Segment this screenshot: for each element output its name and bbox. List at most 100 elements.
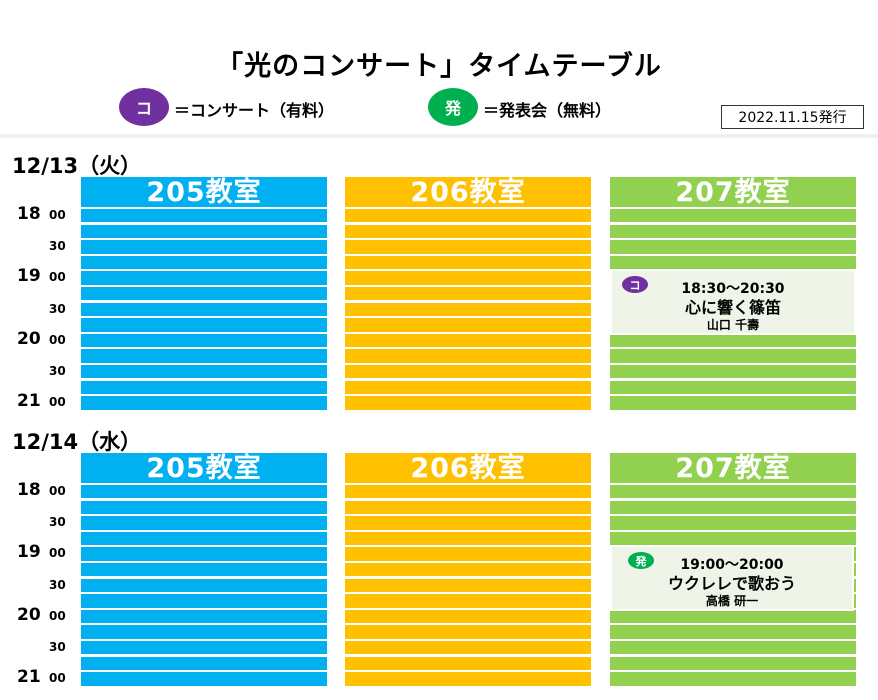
time-slot bbox=[81, 547, 327, 561]
time-slot bbox=[610, 333, 856, 348]
time-slot bbox=[81, 255, 327, 270]
room-header: 207教室 bbox=[610, 453, 856, 484]
time-slot bbox=[345, 302, 591, 316]
time-slot bbox=[610, 209, 856, 223]
time-slot bbox=[81, 609, 327, 624]
minute-label: 30 bbox=[49, 578, 66, 592]
room-header: 205教室 bbox=[81, 177, 327, 208]
time-slot bbox=[345, 563, 591, 577]
time-slot bbox=[610, 365, 856, 379]
time-slot bbox=[345, 672, 591, 686]
hour-label: 21 bbox=[17, 667, 41, 687]
event-card[interactable]: 発 19:00～20:00 ウクレレで歌おう 高橋 研一 bbox=[610, 545, 854, 611]
event-time: 18:30～20:30 bbox=[681, 281, 785, 297]
time-slot bbox=[81, 656, 327, 670]
minute-label: 30 bbox=[49, 515, 66, 529]
time-slot bbox=[81, 224, 327, 238]
time-slot bbox=[81, 349, 327, 363]
time-slot bbox=[345, 641, 591, 655]
time-slot bbox=[81, 380, 327, 394]
time-slot bbox=[345, 578, 591, 592]
time-slot bbox=[81, 531, 327, 546]
time-slot bbox=[345, 240, 591, 254]
time-slot bbox=[345, 609, 591, 624]
time-slot bbox=[345, 349, 591, 363]
time-slot bbox=[81, 500, 327, 514]
hour-label: 21 bbox=[17, 391, 41, 411]
time-slot bbox=[81, 563, 327, 577]
room-header: 206教室 bbox=[345, 453, 591, 484]
time-slot bbox=[345, 500, 591, 514]
time-slot bbox=[345, 365, 591, 379]
room-header: 207教室 bbox=[610, 177, 856, 208]
time-slot bbox=[610, 240, 856, 254]
time-slot bbox=[81, 516, 327, 530]
time-slot bbox=[610, 349, 856, 363]
hour-label: 19 bbox=[17, 542, 41, 562]
time-slot bbox=[345, 516, 591, 530]
time-slot bbox=[81, 578, 327, 592]
minute-label: 00 bbox=[49, 546, 66, 560]
issue-date: 2022.11.15発行 bbox=[721, 105, 864, 129]
minute-label: 00 bbox=[49, 270, 66, 284]
event-card[interactable]: コ 18:30～20:30 心に響く篠笛 山口 千壽 bbox=[610, 269, 856, 335]
hour-label: 20 bbox=[17, 605, 41, 625]
minute-label: 00 bbox=[49, 395, 66, 409]
minute-label: 30 bbox=[49, 302, 66, 316]
time-slot bbox=[81, 365, 327, 379]
minute-label: 00 bbox=[49, 484, 66, 498]
time-slot bbox=[610, 625, 856, 639]
recital-legend-badge: 発 bbox=[428, 88, 478, 126]
time-slot bbox=[610, 656, 856, 670]
time-slot bbox=[81, 209, 327, 223]
time-slot bbox=[610, 609, 856, 624]
minute-label: 00 bbox=[49, 671, 66, 685]
room-206-column: 206教室 bbox=[345, 177, 591, 412]
concert-legend-badge: コ bbox=[119, 88, 169, 126]
time-slot bbox=[345, 255, 591, 270]
concert-badge: コ bbox=[622, 276, 648, 293]
time-slot bbox=[610, 641, 856, 655]
header-divider bbox=[0, 134, 878, 138]
time-slot bbox=[610, 531, 856, 546]
time-slot bbox=[345, 531, 591, 546]
time-slot bbox=[81, 318, 327, 332]
event-performer: 高橋 研一 bbox=[705, 594, 759, 608]
time-slot bbox=[610, 224, 856, 238]
time-slot bbox=[81, 271, 327, 285]
room-header: 205教室 bbox=[81, 453, 327, 484]
page-title: 「光のコンサート」タイムテーブル bbox=[216, 51, 662, 82]
event-time: 19:00～20:00 bbox=[680, 557, 784, 573]
time-slot bbox=[81, 240, 327, 254]
time-slot bbox=[81, 287, 327, 301]
minute-label: 30 bbox=[49, 239, 66, 253]
room-205-column: 205教室 bbox=[81, 177, 327, 412]
day-title: 12/13（火） bbox=[12, 154, 142, 178]
time-slot bbox=[81, 594, 327, 608]
time-slot bbox=[345, 271, 591, 285]
room-205-column: 205教室 bbox=[81, 453, 327, 688]
time-slot bbox=[610, 500, 856, 514]
minute-label: 00 bbox=[49, 609, 66, 623]
time-slot bbox=[81, 485, 327, 499]
time-slot bbox=[345, 594, 591, 608]
recital-badge: 発 bbox=[628, 552, 654, 569]
event-title: ウクレレで歌おう bbox=[667, 574, 796, 593]
time-slot bbox=[345, 625, 591, 639]
time-slot bbox=[610, 396, 856, 410]
event-title: 心に響く篠笛 bbox=[684, 298, 781, 317]
time-slot bbox=[345, 224, 591, 238]
time-slot bbox=[610, 485, 856, 499]
minute-label: 30 bbox=[49, 640, 66, 654]
time-slot bbox=[345, 380, 591, 394]
time-slot bbox=[610, 380, 856, 394]
time-slot bbox=[81, 625, 327, 639]
time-slot bbox=[81, 641, 327, 655]
event-performer: 山口 千壽 bbox=[706, 318, 760, 332]
time-slot bbox=[81, 672, 327, 686]
time-slot bbox=[81, 302, 327, 316]
time-slot bbox=[345, 333, 591, 348]
time-slot bbox=[345, 547, 591, 561]
time-slot bbox=[345, 485, 591, 499]
hour-label: 18 bbox=[17, 204, 41, 224]
